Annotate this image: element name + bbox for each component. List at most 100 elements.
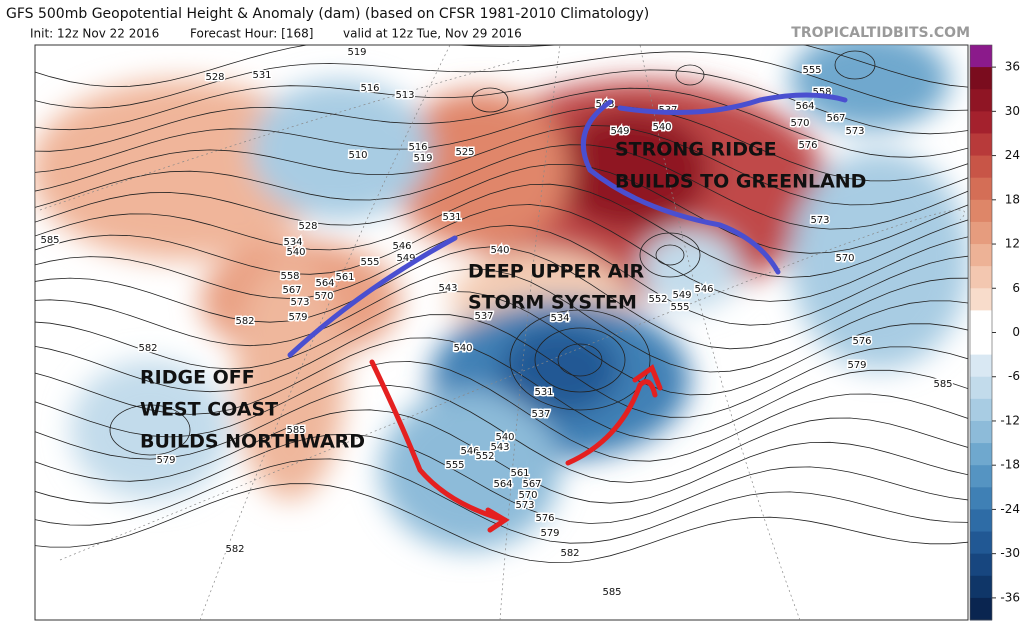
contour-label: 573 [845, 126, 864, 137]
colorbar-tick-label: 36 [1005, 60, 1020, 74]
contour-label: 540 [652, 122, 671, 133]
contour-line [35, 246, 968, 350]
contour-ring [557, 343, 603, 377]
contour-label: 534 [550, 313, 569, 324]
colorbar-tick-label: 18 [1005, 192, 1020, 206]
contour-label: 567 [282, 285, 301, 296]
contour-line [35, 183, 968, 278]
map-area: 528 5315195165135105165195255315285345405… [35, 45, 968, 620]
contour-label: 573 [810, 215, 829, 226]
contour-line [35, 314, 968, 418]
contour-label: 570 [835, 253, 854, 264]
contour-label: 570 [314, 291, 333, 302]
colorbar-tick-label: 0 [1012, 325, 1020, 339]
contour-label: 510 [348, 150, 367, 161]
colorbar-tick-label: 6 [1012, 281, 1020, 295]
contour-label: 564 [315, 278, 334, 289]
contour-line [35, 144, 968, 230]
contour-line [35, 337, 968, 440]
contour-label: 579 [847, 360, 866, 371]
contour-label: 537 [531, 409, 550, 420]
colorbar-segment [970, 221, 992, 245]
contour-label: 558 [280, 271, 299, 282]
contour-label: 585 [40, 235, 59, 246]
contour-line [35, 385, 968, 483]
colorbar-tick-label: -6 [1008, 369, 1020, 383]
contour-label: 549 [610, 126, 629, 137]
annotation: STORM SYSTEM [468, 292, 637, 314]
colorbar-segment [970, 553, 992, 577]
contour-label: 582 [225, 544, 244, 555]
source-watermark: TROPICALTIDBITS.COM [791, 25, 970, 41]
title: GFS 500mb Geopotential Height & Anomaly … [6, 6, 649, 22]
contour-label: 579 [288, 312, 307, 323]
annotation: BUILDS NORTHWARD [140, 431, 365, 453]
colorbar-segment [970, 67, 992, 90]
contour-label: 579 [156, 455, 175, 466]
contour-label: 582 [560, 548, 579, 559]
colorbar-tick-label: 30 [1005, 104, 1020, 118]
contour-line [35, 409, 968, 504]
colorbar-segment [970, 465, 992, 488]
contour-label: 561 [335, 272, 354, 283]
contour-line [35, 51, 968, 111]
colorbar-segment [970, 354, 992, 378]
colorbar-segment [970, 332, 992, 356]
colorbar-segment [970, 111, 992, 134]
contour-label: 546 [460, 446, 479, 457]
contour-label: 540 [495, 432, 514, 443]
colorbar-segment [970, 177, 992, 201]
colorbar-segment [970, 443, 992, 466]
contour-label: 531 [252, 70, 271, 81]
contour-label: 552 [475, 451, 494, 462]
contour-line [35, 483, 968, 563]
anomaly-shading [35, 45, 968, 550]
contour-label: 579 [540, 528, 559, 539]
contour-label: 513 [395, 90, 414, 101]
contour-label: 585 [602, 587, 621, 598]
contour-label: 528 [298, 221, 317, 232]
colorbar-tick-label: -36 [1000, 590, 1020, 604]
colorbar-segment [970, 133, 992, 157]
contour-line [35, 164, 968, 254]
init-time: Init: 12z Nov 22 2016 [30, 27, 159, 41]
contour-label: 570 [518, 490, 537, 501]
colorbar: 36 30 24 18 12 6 0 -6 -12 -18 -24 -30 -36 [969, 44, 1020, 621]
contour-ring [675, 64, 705, 86]
contour-line [35, 87, 968, 158]
contour-label: 576 [852, 336, 871, 347]
contour-ring [509, 309, 651, 411]
contour-label: 585 [933, 379, 952, 390]
contour-line [35, 224, 968, 326]
contour-label: 540 [286, 247, 305, 258]
contour-line [35, 291, 968, 396]
colorbar-segment [970, 288, 992, 311]
colorbar-tick-label: -12 [1000, 413, 1020, 427]
contour-label: 531 [442, 212, 461, 223]
contour-label: 564 [493, 479, 512, 490]
contour-label: 546 [392, 241, 411, 252]
colorbar-tick-label: -30 [1000, 546, 1020, 560]
contour-line [35, 268, 968, 373]
contour-label: 582 [235, 316, 254, 327]
annotation: RIDGE OFF [140, 367, 255, 389]
colorbar-segment [970, 420, 992, 444]
contour-line [35, 45, 968, 88]
contour-label: 567 [522, 479, 541, 490]
colorbar-segment [970, 575, 992, 599]
contour-label: 531 [534, 387, 553, 398]
contour-label: 516 [360, 83, 379, 94]
forecast-hour: Forecast Hour: [168] [190, 27, 313, 41]
colorbar-tick-label: -18 [1000, 458, 1020, 472]
annotation: STRONG RIDGE [615, 139, 777, 161]
contour-label: 516 [408, 142, 427, 153]
colorbar-segment [970, 398, 992, 422]
contour-label: 525 [455, 147, 474, 158]
colorbar-segment [970, 199, 992, 223]
contour-label: 555 [802, 65, 821, 76]
colorbar-segment [970, 310, 992, 333]
colorbar-tick-label: -24 [1000, 502, 1020, 516]
colorbar-segment [970, 487, 992, 510]
